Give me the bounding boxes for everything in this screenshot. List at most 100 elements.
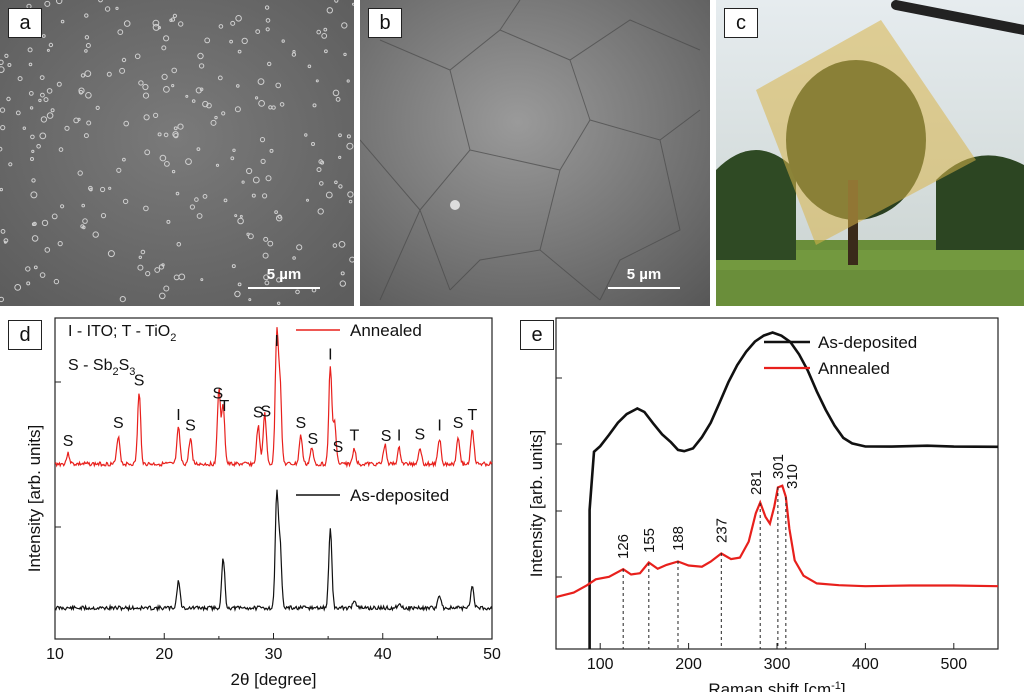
- grain-speck: [341, 22, 348, 29]
- grain-speck: [40, 116, 48, 123]
- grain-speck: [51, 213, 58, 220]
- grain-speck: [119, 67, 126, 74]
- peak-annotation: I: [397, 428, 401, 445]
- peak-annotation: S: [381, 428, 392, 445]
- grain-speck: [122, 157, 126, 162]
- grain-speck: [0, 59, 4, 65]
- grain-speck: [217, 75, 223, 81]
- grain-speck: [115, 6, 119, 10]
- grain-speck: [163, 86, 170, 93]
- grain-speck: [178, 21, 184, 27]
- grain-speck: [163, 35, 170, 42]
- grain-speck: [3, 240, 7, 244]
- grain-speck: [315, 79, 319, 83]
- grain-speck: [241, 37, 248, 45]
- grain-speck: [46, 48, 50, 52]
- grain-speck: [57, 241, 63, 247]
- grain-speck: [142, 92, 150, 99]
- xrd-chart: 10 20 30 40 50 2θ [degree] Intensity [arb. uni…: [25, 317, 501, 689]
- grain-speck: [194, 197, 199, 202]
- peak-annotation: S: [295, 415, 306, 432]
- grain-speck: [230, 20, 236, 26]
- grain-speck: [85, 92, 92, 99]
- peak-annotation: S: [415, 426, 426, 443]
- grain-speck: [275, 82, 282, 89]
- y-axis-label: Intensity [arb. units]: [25, 425, 44, 572]
- phase-legend-line-1: I - ITO; T - TiO2: [68, 323, 176, 344]
- grain-speck: [6, 96, 11, 102]
- grain-speck: [202, 100, 209, 108]
- grain-speck: [178, 273, 186, 281]
- grain-speck: [100, 186, 106, 193]
- series-annealed-line: [555, 484, 999, 599]
- grain-speck: [143, 205, 149, 212]
- grain-speck: [173, 126, 178, 131]
- grain-speck: [40, 92, 45, 98]
- grain-speck: [119, 296, 126, 303]
- grain-speck: [307, 64, 312, 69]
- grain-speck: [338, 241, 346, 248]
- grain-speck: [29, 106, 34, 110]
- grain-speck: [346, 134, 351, 139]
- grain-speck: [46, 112, 54, 119]
- grain-speck: [56, 81, 62, 87]
- grain-speck: [163, 132, 169, 138]
- grain-speck: [84, 35, 90, 40]
- grain-speck: [291, 52, 297, 57]
- peak-label: 237: [713, 518, 730, 543]
- grain-speck: [53, 278, 60, 285]
- grain-speck: [185, 94, 189, 98]
- grain-speck: [332, 89, 340, 97]
- grain-speck: [252, 176, 260, 184]
- grain-speck: [206, 102, 212, 109]
- grain-speck: [81, 203, 85, 208]
- normal: S: [119, 357, 130, 374]
- grain-speck: [39, 132, 47, 140]
- grain-speck: [88, 185, 93, 191]
- grain-speck: [276, 277, 282, 283]
- grain-speck: [0, 125, 6, 131]
- grain-speck: [108, 186, 112, 190]
- grain-speck: [223, 198, 228, 203]
- grain-speck: [200, 278, 204, 282]
- grain-speck: [255, 96, 259, 100]
- x-tick-label: 50: [483, 646, 501, 663]
- peak-annotation: I: [437, 417, 441, 434]
- grain-speck: [202, 194, 208, 199]
- grain-speck: [197, 52, 204, 60]
- x-tick-label: 30: [265, 646, 283, 663]
- x-tick-label: 300: [764, 656, 791, 673]
- grain-speck: [237, 282, 242, 287]
- grain-speck: [221, 111, 226, 116]
- grain-speck: [236, 84, 240, 88]
- grain-speck: [0, 296, 4, 303]
- grain-speck: [171, 169, 176, 174]
- grain-speck: [251, 193, 256, 198]
- panel-label-a: a: [8, 8, 42, 38]
- peak-label: 155: [641, 528, 658, 553]
- grain-speck: [189, 204, 195, 210]
- peak-label: 301: [770, 454, 787, 479]
- grain-speck: [234, 290, 241, 298]
- grain-speck: [154, 267, 161, 273]
- peak-annotation: S: [63, 433, 74, 450]
- normal: ]: [841, 680, 846, 692]
- grain-speck: [247, 233, 254, 240]
- grain-speck: [122, 198, 129, 205]
- grain-speck: [316, 29, 322, 35]
- grain-speck: [267, 61, 272, 67]
- grain-speck: [106, 71, 112, 77]
- grain-speck: [258, 100, 266, 107]
- grain-speck: [246, 167, 253, 175]
- grain-speck: [144, 149, 151, 156]
- grain-speck: [255, 29, 261, 35]
- grain-speck: [138, 255, 143, 259]
- grain-speck: [17, 76, 23, 82]
- x-tick-label: 10: [46, 646, 64, 663]
- grain-speck: [145, 271, 151, 277]
- grain-speck: [143, 114, 150, 121]
- grain-speck: [169, 18, 173, 22]
- grain-speck: [295, 289, 300, 295]
- grain-speck: [0, 229, 6, 234]
- grain-speck: [210, 119, 217, 126]
